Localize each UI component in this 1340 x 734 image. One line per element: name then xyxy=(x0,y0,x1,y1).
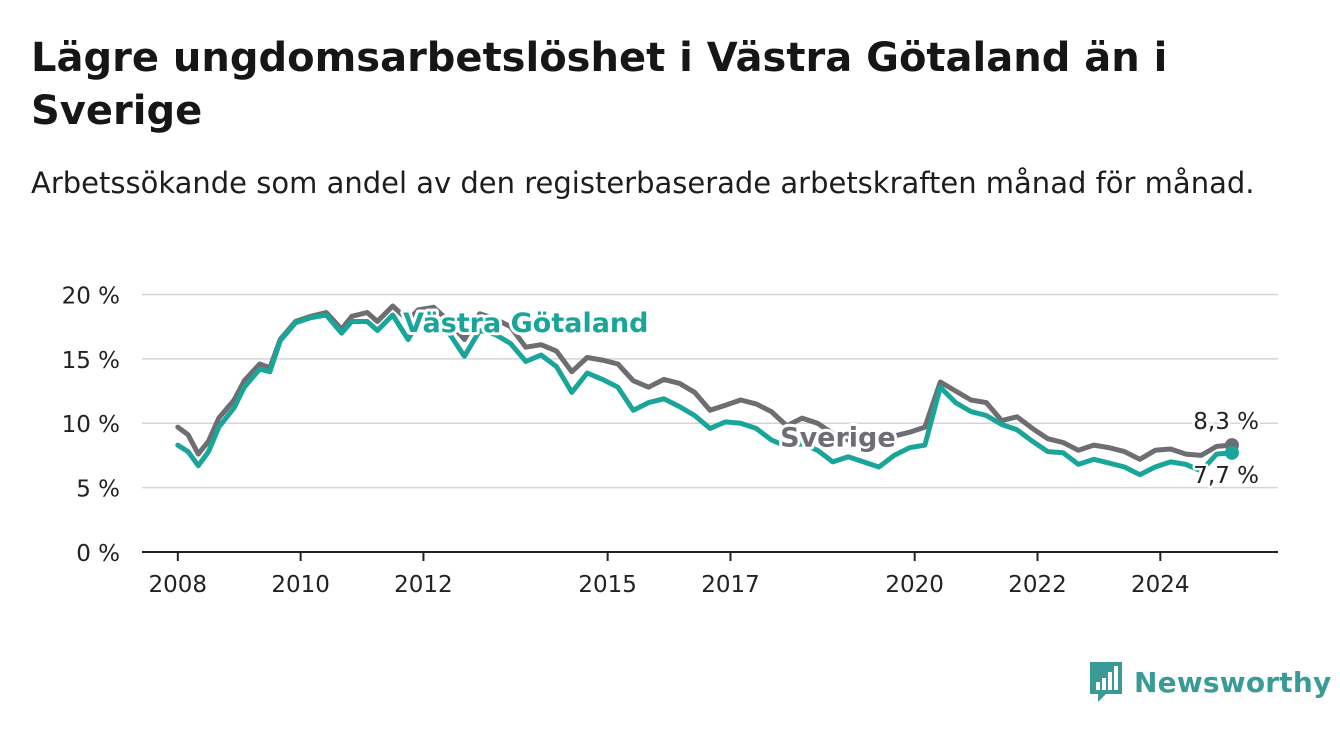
newsworthy-logo: Newsworthy xyxy=(1088,660,1331,704)
series-label-sverige: Sverige xyxy=(780,422,896,453)
x-tick-label: 2008 xyxy=(149,572,208,598)
series-line-v-stra-g-taland xyxy=(175,312,1235,478)
y-tick-label: 0 % xyxy=(76,541,120,567)
chart-title: Lägre ungdomsarbetslöshet i Västra Götal… xyxy=(31,35,1168,134)
x-tick-label: 2010 xyxy=(271,572,330,598)
series-label-v-stra-g-taland: Västra Götaland xyxy=(403,308,648,339)
series-lines xyxy=(175,303,1239,478)
y-tick-label: 10 % xyxy=(62,412,120,438)
x-tick-label: 2020 xyxy=(885,572,944,598)
chart-subtitle: Arbetssökande som andel av den registerb… xyxy=(31,166,1255,200)
y-tick-label: 15 % xyxy=(62,348,120,374)
end-point-v-stra-g-taland xyxy=(1224,445,1239,460)
y-axis: 0 % 5 % 10 % 15 % 20 % xyxy=(62,283,120,567)
series-labels: Sverige 8,3 % Västra Götaland 7,7 % xyxy=(400,305,1261,492)
end-value-label-v-stra-g-taland: 7,7 % xyxy=(1193,463,1259,489)
bar-chart-icon xyxy=(1090,662,1122,702)
x-tick-label: 2024 xyxy=(1131,572,1190,598)
y-tick-label: 20 % xyxy=(62,283,120,309)
x-axis: 2008 2010 2012 2015 2017 2020 2022 2024 xyxy=(142,551,1278,598)
x-tick-label: 2015 xyxy=(578,572,637,598)
end-value-label-sverige: 8,3 % xyxy=(1193,409,1259,435)
brand-name: Newsworthy xyxy=(1134,665,1332,699)
y-tick-label: 5 % xyxy=(76,477,120,503)
x-tick-label: 2012 xyxy=(394,572,453,598)
x-tick-label: 2017 xyxy=(701,572,760,598)
gridlines xyxy=(142,293,1278,489)
x-tick-label: 2022 xyxy=(1008,572,1067,598)
